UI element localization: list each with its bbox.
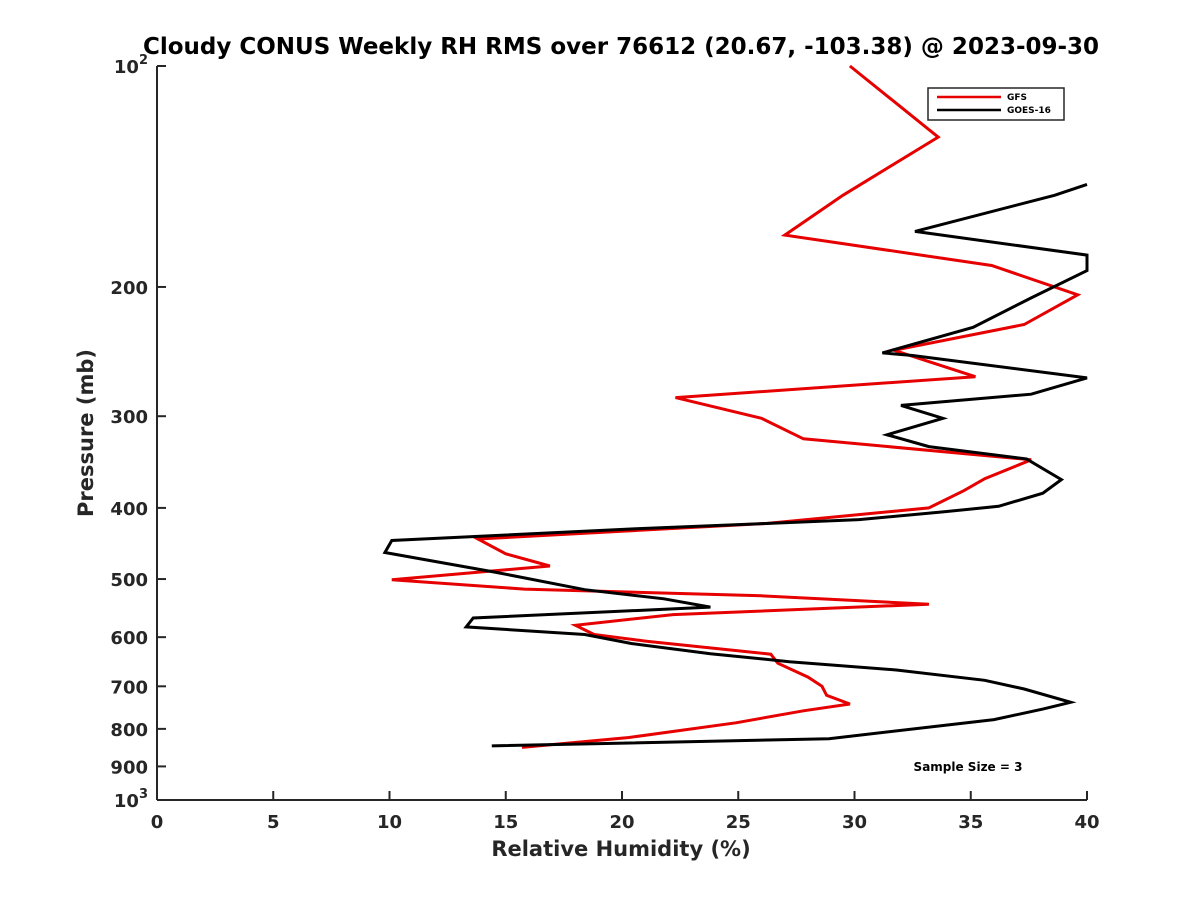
- x-axis-ticks: 0 5 10 15 20 25 30 35 40: [151, 791, 1100, 833]
- y-tick-label: 900: [110, 757, 148, 778]
- x-tick-label: 10: [377, 812, 402, 833]
- y-tick-label: 102: [114, 53, 148, 78]
- x-tick-label: 25: [726, 812, 751, 833]
- plot-area: 0 5 10 15 20 25 30 35 40 102 200 300 400 500 600 700 80…: [110, 53, 1099, 833]
- legend: GFS GOES-16: [927, 87, 1065, 121]
- x-axis-label: Relative Humidity (%): [491, 837, 750, 861]
- legend-label-goes16: GOES-16: [1007, 106, 1051, 116]
- legend-label-gfs: GFS: [1007, 93, 1027, 103]
- y-tick-label: 600: [110, 628, 148, 649]
- sample-size-annotation: Sample Size = 3: [914, 760, 1023, 774]
- x-tick-label: 5: [267, 812, 280, 833]
- y-axis-label: Pressure (mb): [74, 349, 98, 517]
- y-tick-label: 700: [110, 677, 148, 698]
- y-tick-label: 103: [114, 787, 148, 812]
- series-line-gfs: [391, 64, 1082, 749]
- y-tick-label: 400: [110, 499, 148, 520]
- y-tick-label: 300: [110, 407, 148, 428]
- x-tick-label: 30: [842, 812, 867, 833]
- legend-box: [927, 87, 1065, 121]
- y-axis-ticks: 102 200 300 400 500 600 700 800 900 103: [110, 53, 166, 812]
- x-tick-label: 35: [958, 812, 983, 833]
- y-tick-label: 800: [110, 720, 148, 741]
- x-tick-label: 15: [493, 812, 518, 833]
- x-tick-label: 20: [609, 812, 634, 833]
- series-layer: [382, 64, 1089, 749]
- y-tick-label: 200: [110, 278, 148, 299]
- x-tick-label: 0: [151, 812, 164, 833]
- series-line-goes16: [382, 182, 1089, 748]
- x-tick-label: 40: [1074, 812, 1099, 833]
- chart-title: Cloudy CONUS Weekly RH RMS over 76612 (2…: [143, 34, 1099, 60]
- y-tick-label: 500: [110, 570, 148, 591]
